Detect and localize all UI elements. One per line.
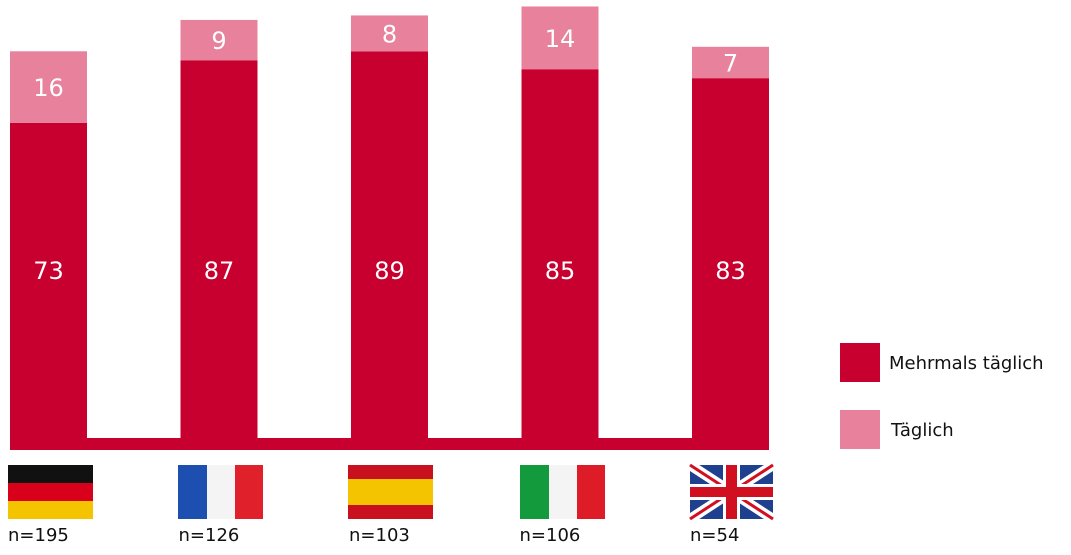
bar-segment: [180, 19, 258, 61]
value-label: 73: [33, 257, 64, 285]
flag-germany: [8, 465, 93, 519]
bar-segment: [351, 15, 428, 52]
value-label: 14: [545, 25, 576, 53]
x-tick-label: n=106: [520, 525, 581, 546]
flag-uk: [687, 460, 776, 524]
bar-segment: [351, 51, 428, 450]
value-label: 16: [33, 74, 64, 102]
value-label: 89: [374, 257, 405, 285]
bar-segment: [521, 6, 599, 70]
value-label: 87: [204, 257, 235, 285]
x-tick-label: n=103: [349, 525, 410, 546]
legend-swatch: [840, 410, 880, 449]
value-label: 85: [545, 257, 576, 285]
flag-france: [178, 465, 263, 519]
flags: [8, 460, 776, 524]
x-tick-label: n=54: [690, 525, 739, 546]
legend-label: Täglich: [890, 420, 954, 441]
value-label: 9: [211, 27, 226, 55]
bar-segment: [10, 51, 87, 123]
value-label: 8: [382, 20, 397, 48]
flag-italy: [520, 465, 605, 519]
bar-segment: [521, 69, 599, 450]
value-label: 83: [715, 257, 746, 285]
x-tick-label: n=126: [179, 525, 240, 546]
bar-segment: [692, 46, 769, 79]
bar-segment: [692, 78, 769, 450]
legend-swatch: [840, 343, 880, 382]
value-label: 7: [723, 49, 738, 77]
flag-spain: [348, 465, 433, 519]
legend-label: Mehrmals täglich: [889, 353, 1044, 374]
bar-segment: [10, 122, 87, 451]
x-tick-label: n=195: [8, 525, 69, 546]
bar-segment: [180, 60, 258, 451]
